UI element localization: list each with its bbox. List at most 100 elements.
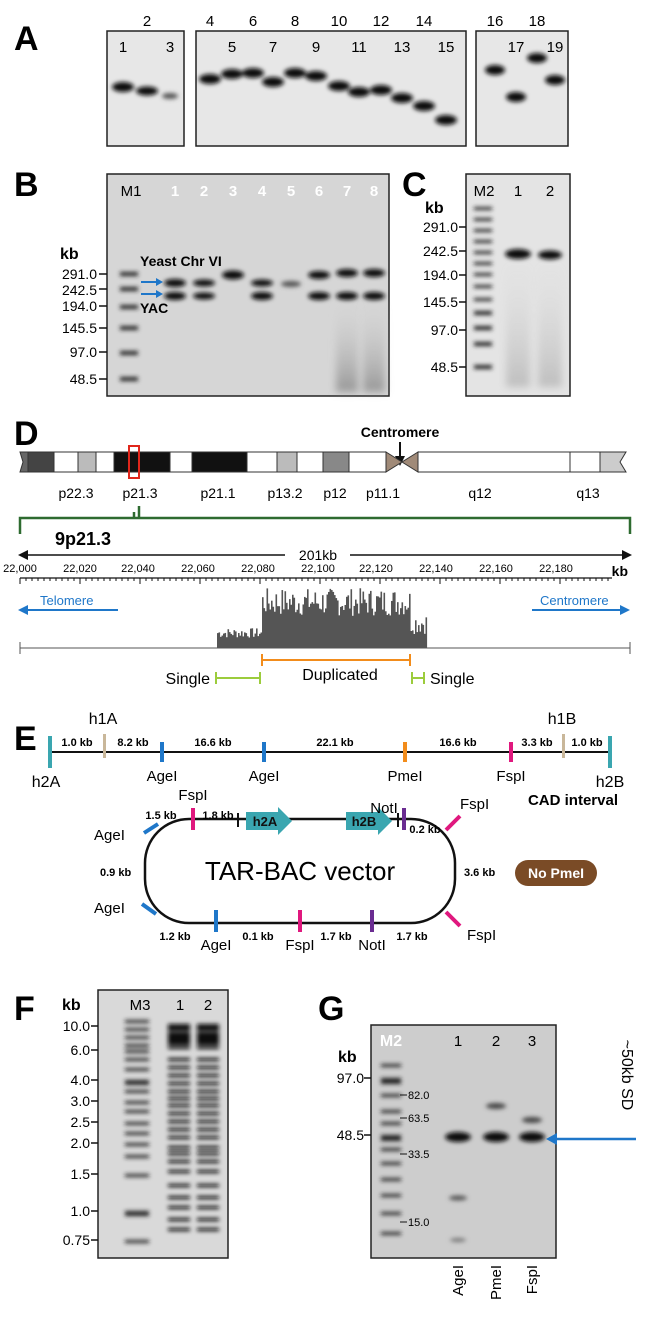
marker-ladder-g: [381, 1064, 401, 1235]
histogram-bar: [256, 628, 258, 648]
lane-label: 14: [416, 13, 433, 30]
site-label: NotI: [358, 937, 386, 954]
kb-unit: kb: [62, 997, 81, 1014]
histogram-bar: [229, 632, 231, 648]
histogram-bar: [274, 611, 276, 648]
tick-label: 242.5: [423, 243, 458, 259]
ladder-band: [381, 1232, 401, 1235]
panel-d: D Centromere p22.3 p21.: [3, 415, 632, 688]
site-label: FspI: [460, 796, 489, 813]
histogram-bar: [223, 633, 225, 648]
histogram-bar: [334, 595, 336, 648]
site-label: AgeI: [94, 900, 125, 917]
axis-tick-label: 22,040: [121, 563, 155, 575]
histogram-bar: [383, 592, 386, 648]
histogram-bar: [299, 613, 302, 648]
gel-band: [168, 1146, 190, 1149]
tick-label: 4.0: [71, 1072, 91, 1088]
single-left-label: Single: [166, 671, 211, 688]
kb-unit: kb: [338, 1049, 357, 1066]
gel-band: [168, 1120, 190, 1123]
histogram-bar: [284, 591, 287, 648]
histogram-bar: [238, 633, 240, 648]
marker-label: M1: [121, 183, 142, 200]
centromere-right-label: Centromere: [540, 593, 609, 608]
tick-label: 145.5: [423, 294, 458, 310]
marker-label: M2: [380, 1033, 402, 1050]
gel-band: [168, 1038, 190, 1045]
histogram-bar: [263, 608, 266, 648]
histogram-bar: [410, 630, 413, 648]
histogram-bar: [391, 600, 393, 648]
gel-band: [168, 1112, 190, 1115]
duplicated-label: Duplicated: [302, 667, 378, 684]
histogram-bar: [418, 625, 420, 648]
gel-band: [197, 1128, 219, 1131]
gel-band: [197, 1136, 219, 1139]
ladder-band: [381, 1194, 401, 1197]
histogram-bar: [424, 633, 426, 648]
gel-band: [168, 1032, 190, 1039]
band-label: p11.1: [366, 485, 400, 501]
axis-tick-label: 22,060: [181, 563, 215, 575]
histogram-bar: [376, 596, 378, 648]
ladder-band: [125, 1132, 149, 1135]
site-label: AgeI: [94, 827, 125, 844]
ladder-band: [125, 1155, 149, 1158]
panel-d-label: D: [14, 415, 39, 453]
tick-label: 48.5: [70, 371, 97, 387]
lane-label: 2: [492, 1033, 500, 1050]
histogram-bar: [269, 609, 272, 648]
histogram-bar: [331, 590, 333, 648]
histogram-bar: [316, 603, 318, 648]
site-labels: AgeI AgeI PmeI FspI: [147, 768, 526, 785]
site-label: AgeI: [249, 768, 280, 785]
panel-g: G kb M2 1 2 3 97.0 48.5 82.0 63.5 33.5 1…: [318, 990, 636, 1300]
segment-label: 22.1 kb: [316, 737, 354, 749]
axis-tick-label: 22,140: [419, 563, 453, 575]
histogram-bar: [227, 629, 230, 648]
histogram-bar: [349, 608, 351, 648]
fspi-site: [298, 910, 302, 932]
tick-label: 15.0: [408, 1217, 429, 1229]
histogram-bar: [226, 637, 228, 648]
lane-label: 1: [176, 997, 184, 1014]
gel-band: [197, 1066, 219, 1069]
lane-label: 10: [331, 13, 348, 30]
h1a-site: [103, 734, 106, 758]
histogram-bar: [287, 609, 290, 648]
gel-band: [168, 1074, 190, 1077]
histogram-bar: [350, 589, 353, 648]
gel-band: [168, 1136, 190, 1139]
distance-label: 1.2 kb: [159, 931, 190, 943]
lane-label: 12: [373, 13, 390, 30]
histogram-bar: [245, 633, 248, 648]
fspi-site: [509, 742, 513, 762]
ladder-band: [381, 1078, 401, 1084]
panel-g-label: G: [318, 990, 344, 1028]
histogram-bar: [220, 636, 222, 648]
distance-label: 1.7 kb: [320, 931, 351, 943]
ladder-band: [125, 1101, 149, 1104]
gel-band: [197, 1038, 219, 1045]
tick-label: 1.5: [71, 1166, 91, 1182]
histogram-bar: [368, 593, 371, 648]
histogram-bar: [268, 603, 270, 648]
lane-label: 1: [171, 183, 179, 200]
lane-label: 3: [528, 1033, 536, 1050]
histogram-bar: [277, 606, 279, 648]
no-pmei-badge: [515, 860, 597, 886]
lane-label: 4: [258, 183, 267, 200]
smear: [538, 262, 562, 387]
histogram-bar: [379, 597, 381, 648]
site-label: NotI: [370, 800, 398, 817]
histogram-bar: [293, 597, 296, 648]
segment-labels: 1.0 kb 8.2 kb 16.6 kb 22.1 kb 16.6 kb 3.…: [61, 737, 602, 749]
histogram-bar: [358, 613, 360, 648]
tick-label: 291.0: [423, 219, 458, 235]
gel-band: [197, 1228, 219, 1231]
ladder-band: [125, 1036, 149, 1039]
gel-band: [168, 1090, 190, 1093]
histogram-bar: [422, 624, 425, 648]
tick-label: 97.0: [431, 322, 458, 338]
